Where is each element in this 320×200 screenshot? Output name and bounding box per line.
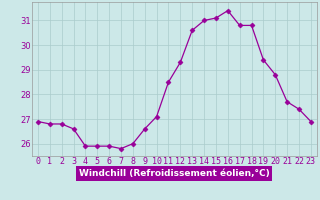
X-axis label: Windchill (Refroidissement éolien,°C): Windchill (Refroidissement éolien,°C) — [79, 169, 270, 178]
